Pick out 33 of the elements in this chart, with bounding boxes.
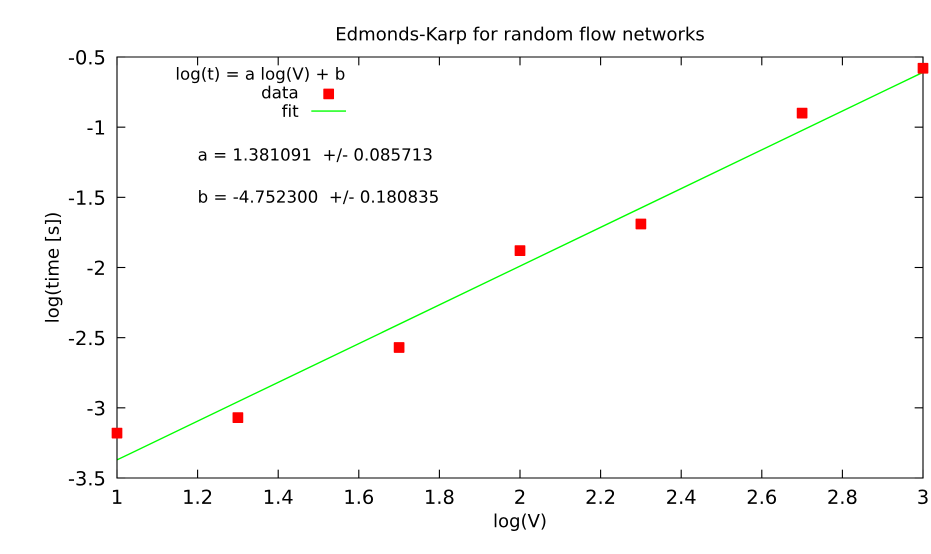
point [394, 342, 404, 353]
x-tick-label: 3 [918, 489, 928, 504]
x-tick-label: 1.2 [184, 489, 212, 504]
x-tick-label: 1.4 [264, 490, 293, 504]
y-axis-title: log(time [s]) [44, 213, 62, 322]
point [796, 108, 808, 118]
y-tick-label: -3 [87, 400, 104, 416]
legend-label: data [262, 86, 298, 99]
x-tick-label: 1 [112, 490, 122, 504]
y-tick-label: -1.5 [68, 190, 104, 205]
legend-title: log(t) = a log(V) + b [176, 67, 344, 84]
x-tick-label: 2.2 [586, 489, 614, 504]
y-tick-label: -3.5 [68, 470, 104, 486]
y-tick-label: -2 [87, 260, 104, 275]
x-tick-label: 2.4 [667, 489, 696, 504]
point [112, 428, 122, 438]
annotation: a = 1.381091 +/- 0.085713 [198, 148, 432, 162]
y-tick-label: -1 [87, 120, 104, 135]
point [232, 412, 244, 424]
point [918, 62, 928, 74]
x-tick-label: 1.6 [345, 489, 374, 504]
annotation: b = -4.752300 +/- 0.180835 [199, 190, 438, 204]
point [636, 218, 646, 230]
chart-title: Edmonds-Karp for random flow networks [337, 26, 704, 44]
y-tick-label: -2.5 [68, 330, 104, 346]
x-tick-label: 2.8 [828, 489, 857, 504]
x-tick-label: 2 [515, 489, 524, 504]
legend-label: fit [282, 104, 298, 117]
y-tick-label: -0.5 [68, 50, 104, 65]
x-axis-title: log(V) [494, 513, 546, 531]
x-tick-label: 2.6 [748, 489, 776, 504]
point [514, 245, 526, 256]
x-tick-label: 1.8 [426, 489, 454, 504]
